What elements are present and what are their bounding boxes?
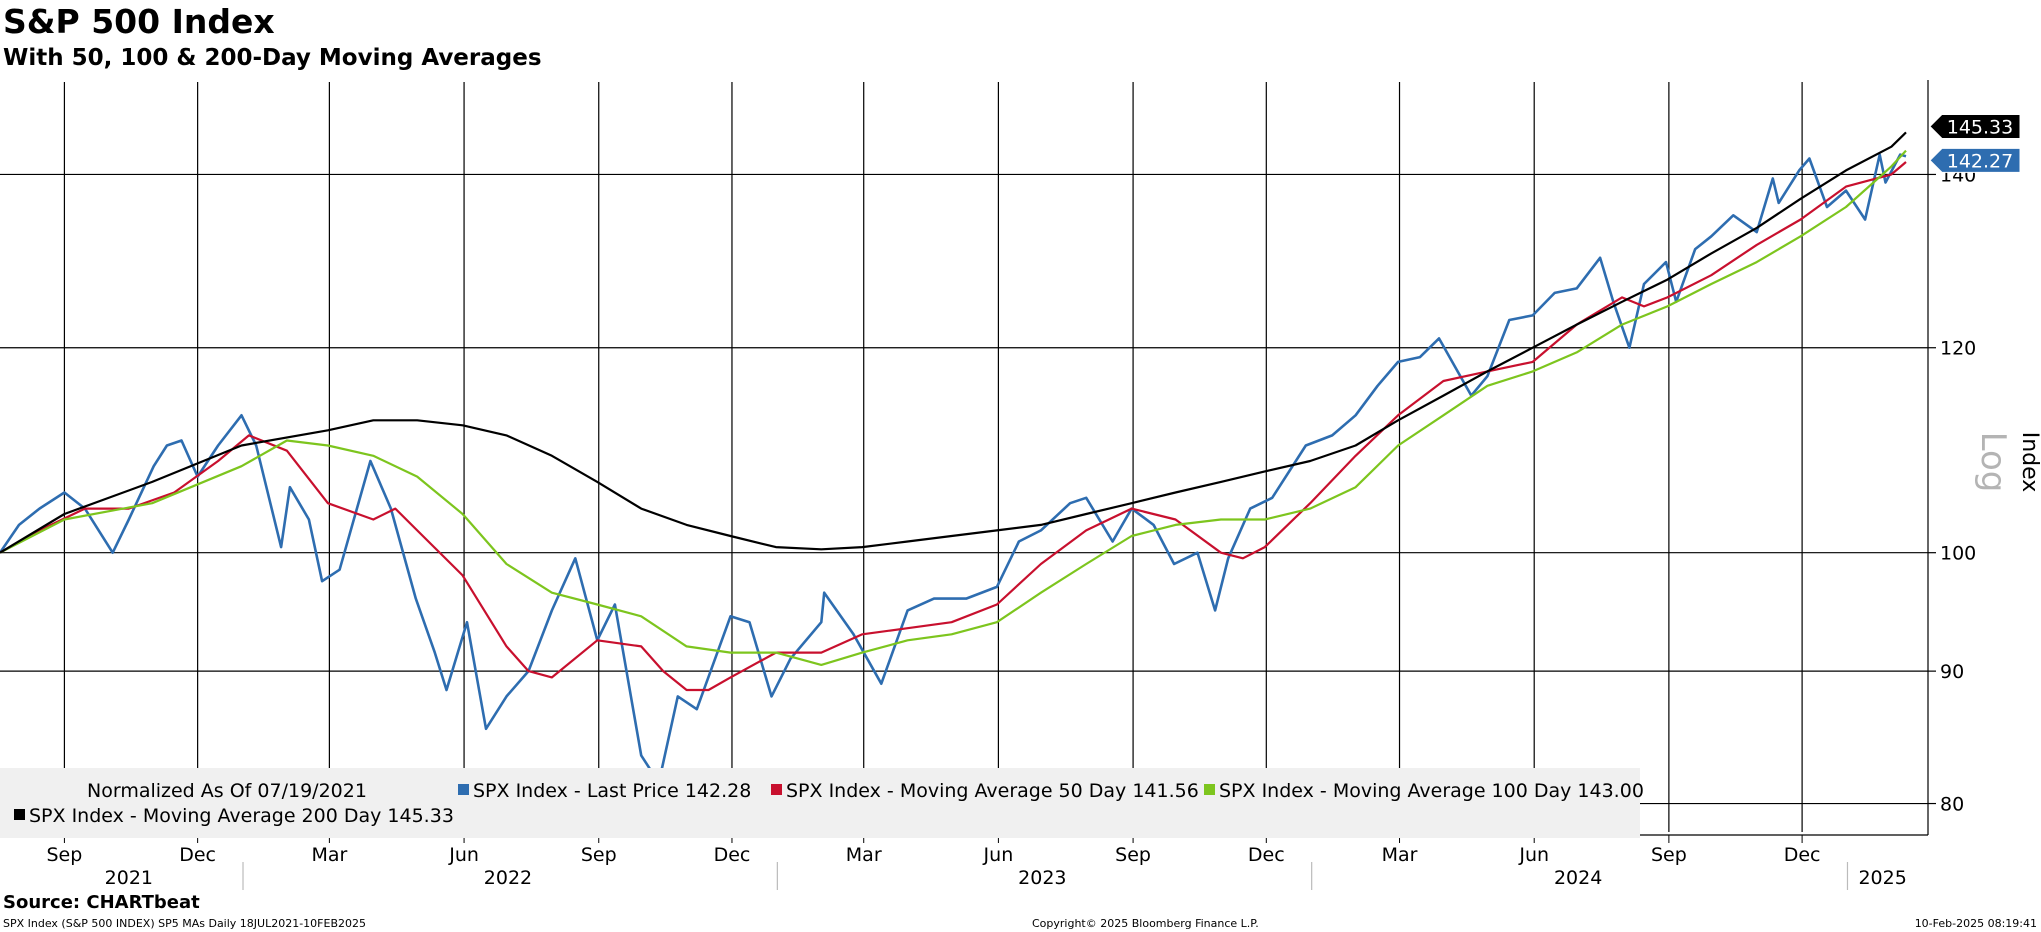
legend-swatch [14, 809, 25, 820]
y-tick-label: 80 [1940, 794, 1964, 816]
x-tick-label: Sep [47, 844, 83, 866]
x-year-label: 2023 [1018, 867, 1066, 889]
chart-subtitle: With 50, 100 & 200-Day Moving Averages [3, 45, 542, 71]
x-tick-label: Sep [1115, 844, 1151, 866]
y-tick-label: 90 [1940, 661, 1964, 683]
legend-label: SPX Index - Moving Average 200 Day 145.3… [29, 805, 454, 827]
x-tick-label: Jun [983, 844, 1014, 866]
end-label-tag [1929, 147, 2021, 173]
x-tick-label: Sep [1651, 844, 1687, 866]
source-note: Source: CHARTbeat [3, 892, 200, 913]
legend-swatch [458, 784, 469, 795]
x-tick-label: Dec [1248, 844, 1285, 866]
x-tick-label: Mar [311, 844, 347, 866]
y-axis-title: Index [2017, 432, 2041, 493]
legend-item-ma200: SPX Index - Moving Average 200 Day 145.3… [14, 805, 454, 827]
gridlines [0, 82, 1928, 832]
end-label-value: 142.27 [1947, 150, 2013, 172]
y-tick-label: 120 [1940, 338, 1976, 360]
legend-item-last-price: SPX Index - Last Price 142.28 [458, 780, 751, 802]
footer-copyright: Copyright© 2025 Bloomberg Finance L.P. [1032, 917, 1259, 930]
end-label: 142.27 [1929, 147, 2021, 173]
x-tick-label: Dec [714, 844, 751, 866]
x-tick-label: Jun [448, 844, 479, 866]
x-tick-label: Jun [1518, 844, 1549, 866]
x-year-label: 2025 [1858, 867, 1906, 889]
legend-label: SPX Index - Moving Average 100 Day 143.0… [1219, 780, 1644, 802]
end-label: 145.33 [1929, 113, 2021, 139]
series-line-ma50 [0, 161, 1907, 692]
legend-item-ma50: SPX Index - Moving Average 50 Day 141.56 [771, 780, 1199, 802]
legend: Normalized As Of 07/19/2021 SPX Index - … [0, 768, 1644, 838]
log-scale-label: Log [1973, 432, 2013, 493]
x-year-label: 2022 [484, 867, 532, 889]
x-year-label: 2021 [105, 867, 153, 889]
legend-item-ma100: SPX Index - Moving Average 100 Day 143.0… [1204, 780, 1644, 802]
legend-label: SPX Index - Last Price 142.28 [473, 780, 752, 802]
legend-swatch [1204, 784, 1215, 795]
series-layer [0, 131, 1907, 784]
x-tick-label: Mar [846, 844, 882, 866]
legend-label: SPX Index - Moving Average 50 Day 141.56 [786, 780, 1199, 802]
x-tick-label: Dec [179, 844, 216, 866]
y-tick-label: 100 [1940, 543, 1976, 565]
x-year-label: 2024 [1554, 867, 1602, 889]
footer-timestamp: 10-Feb-2025 08:19:41 [1914, 917, 2037, 930]
end-label-value: 145.33 [1947, 116, 2013, 138]
legend-normalized-note: Normalized As Of 07/19/2021 [87, 780, 367, 802]
footer-series-info: SPX Index (S&P 500 INDEX) SP5 MAs Daily … [3, 917, 366, 930]
legend-swatch [771, 784, 782, 795]
end-labels: 145.33 142.27 [1929, 113, 2021, 173]
x-tick-label: Dec [1784, 844, 1821, 866]
series-line-ma100 [0, 149, 1907, 666]
series-line-last-price [0, 153, 1907, 784]
end-label-tag [1929, 113, 2021, 139]
chart-title: S&P 500 Index [3, 2, 275, 41]
x-tick-label: Sep [581, 844, 617, 866]
x-tick-label: Mar [1382, 844, 1418, 866]
series-line-ma200 [0, 131, 1907, 554]
